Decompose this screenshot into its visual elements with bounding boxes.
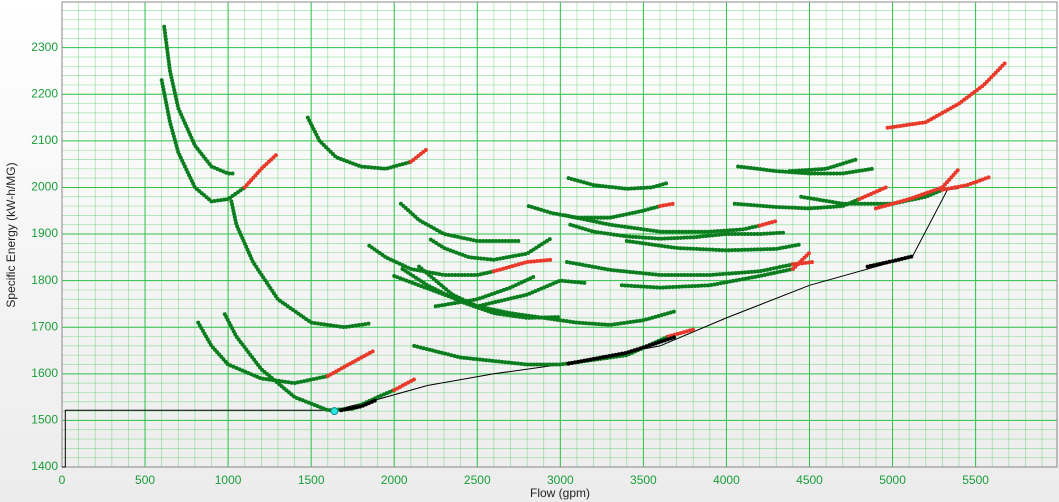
dotted-curve xyxy=(566,334,679,366)
y-tick-label: 1800 xyxy=(31,273,58,287)
dotted-curve xyxy=(339,397,380,413)
dotted-curve xyxy=(229,199,372,330)
y-tick-label: 1700 xyxy=(31,319,58,333)
x-tick-label: 0 xyxy=(59,473,66,487)
dotted-curve xyxy=(666,327,696,339)
y-tick-label: 2200 xyxy=(31,86,58,100)
y-tick-label: 2000 xyxy=(31,180,58,194)
plot-frame xyxy=(61,1,1058,468)
dotted-curve xyxy=(196,320,330,386)
dotted-curve xyxy=(568,222,787,241)
y-tick-label: 1400 xyxy=(31,459,58,473)
dotted-curve xyxy=(757,219,779,228)
dotted-curve xyxy=(491,257,554,274)
dotted-curve xyxy=(736,164,875,176)
x-tick-label: 2000 xyxy=(381,473,408,487)
dotted-curve xyxy=(857,185,888,202)
y-tick-label: 2100 xyxy=(31,133,58,147)
dotted-curve xyxy=(162,24,236,176)
dotted-curve xyxy=(222,312,397,413)
dotted-curve xyxy=(940,175,991,192)
y-tick-label: 2300 xyxy=(31,40,58,54)
x-tick-label: 4500 xyxy=(796,473,823,487)
x-tick-label: 2500 xyxy=(464,473,491,487)
dotted-curve xyxy=(885,60,1008,130)
dotted-curve xyxy=(242,152,279,190)
x-axis-label: Flow (gpm) xyxy=(530,486,590,500)
x-tick-label: 1500 xyxy=(298,473,325,487)
dotted-curve xyxy=(325,348,377,379)
dotted-curve xyxy=(433,274,538,309)
dotted-curve xyxy=(563,213,762,234)
y-tick-label: 1500 xyxy=(31,413,58,427)
dotted-curve xyxy=(787,157,858,174)
x-tick-label: 5000 xyxy=(879,473,906,487)
dotted-curve xyxy=(392,274,679,327)
dotted-curve xyxy=(790,250,812,271)
x-tick-label: 5500 xyxy=(962,473,989,487)
dotted-curve xyxy=(392,376,418,393)
x-tick-label: 3500 xyxy=(630,473,657,487)
y-tick-label: 1900 xyxy=(31,226,58,240)
dotted-curve xyxy=(873,166,961,211)
dotted-curve xyxy=(624,239,804,253)
marker xyxy=(330,407,339,416)
x-tick-label: 3000 xyxy=(547,473,574,487)
x-tick-label: 1000 xyxy=(215,473,242,487)
y-axis-label: Specific Energy (kW-h/MG) xyxy=(4,162,18,307)
x-tick-label: 4000 xyxy=(713,473,740,487)
dotted-curve xyxy=(526,204,662,220)
dotted-curve xyxy=(619,267,795,290)
dotted-curve xyxy=(408,146,430,164)
dotted-curve xyxy=(865,254,915,269)
dotted-curve xyxy=(305,115,413,171)
dotted-curve xyxy=(565,260,795,277)
dotted-curve xyxy=(398,201,521,243)
dotted-curve xyxy=(428,236,553,262)
dotted-curve xyxy=(159,78,247,204)
y-tick-label: 1600 xyxy=(31,366,58,380)
x-tick-label: 500 xyxy=(135,473,155,487)
dotted-curve xyxy=(658,201,676,209)
dotted-curve xyxy=(417,264,588,309)
dotted-curve xyxy=(566,176,671,191)
